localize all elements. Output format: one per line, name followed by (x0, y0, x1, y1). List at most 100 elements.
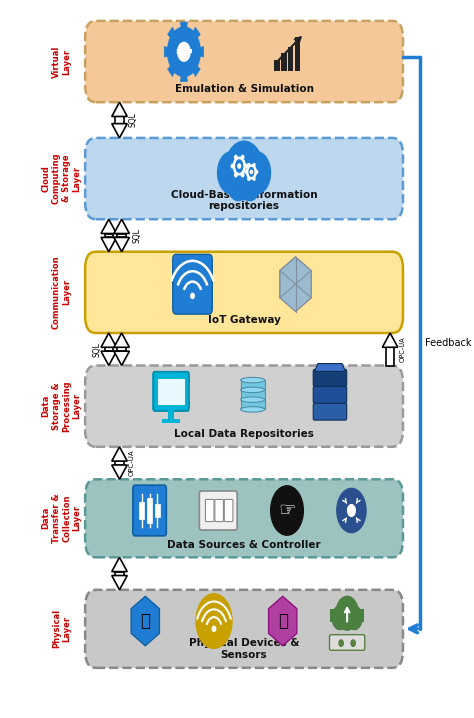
Text: SQL: SQL (129, 113, 138, 128)
FancyBboxPatch shape (153, 372, 189, 411)
Circle shape (337, 488, 366, 533)
Circle shape (339, 640, 343, 646)
Text: 🦾: 🦾 (140, 612, 150, 630)
Circle shape (346, 606, 362, 630)
FancyBboxPatch shape (215, 500, 223, 521)
Polygon shape (280, 257, 311, 312)
Circle shape (332, 606, 348, 630)
FancyBboxPatch shape (313, 369, 346, 386)
Polygon shape (112, 557, 127, 572)
FancyBboxPatch shape (200, 491, 237, 530)
Bar (162, 419, 181, 423)
Text: Emulation & Simulation: Emulation & Simulation (174, 85, 314, 94)
FancyBboxPatch shape (313, 404, 346, 420)
Circle shape (271, 486, 303, 535)
Circle shape (239, 169, 261, 200)
Circle shape (256, 170, 258, 173)
Polygon shape (118, 233, 126, 238)
Polygon shape (101, 238, 117, 252)
Circle shape (245, 164, 247, 168)
Polygon shape (114, 333, 129, 348)
Circle shape (228, 169, 249, 200)
Polygon shape (181, 22, 187, 31)
Polygon shape (115, 572, 124, 576)
Polygon shape (114, 238, 129, 252)
Circle shape (248, 164, 250, 167)
Polygon shape (192, 64, 200, 77)
Circle shape (238, 164, 241, 168)
Polygon shape (118, 348, 126, 351)
Circle shape (243, 151, 271, 194)
Text: Data
Transfer &
Collection
Layer: Data Transfer & Collection Layer (41, 493, 82, 543)
Text: SQL: SQL (132, 228, 141, 243)
FancyBboxPatch shape (85, 138, 403, 219)
Text: IoT Gateway: IoT Gateway (208, 315, 281, 325)
Text: Local Data Repositories: Local Data Repositories (174, 429, 314, 439)
Polygon shape (114, 219, 129, 233)
Bar (157, 379, 184, 405)
Text: Data Sources & Controller: Data Sources & Controller (167, 539, 321, 549)
Bar (155, 504, 160, 517)
Polygon shape (269, 597, 297, 645)
Polygon shape (104, 348, 113, 351)
FancyBboxPatch shape (85, 365, 403, 447)
FancyBboxPatch shape (313, 386, 346, 404)
Circle shape (191, 294, 194, 299)
FancyBboxPatch shape (85, 252, 403, 333)
Polygon shape (112, 102, 127, 116)
Polygon shape (198, 47, 203, 57)
Text: Physical
Layer: Physical Layer (52, 610, 71, 648)
Polygon shape (115, 461, 124, 465)
Text: Feedback: Feedback (425, 338, 472, 348)
FancyBboxPatch shape (205, 500, 214, 521)
Bar (168, 407, 173, 421)
Text: Physical Devices &
Sensors: Physical Devices & Sensors (189, 638, 299, 660)
Circle shape (241, 173, 244, 177)
Polygon shape (101, 333, 117, 348)
FancyBboxPatch shape (224, 500, 233, 521)
Polygon shape (192, 27, 200, 39)
FancyBboxPatch shape (85, 21, 403, 102)
Circle shape (168, 27, 200, 77)
Ellipse shape (241, 397, 264, 402)
Bar (295, 37, 301, 71)
Bar (330, 609, 365, 623)
Polygon shape (112, 447, 127, 461)
FancyBboxPatch shape (329, 635, 365, 651)
Circle shape (336, 597, 358, 630)
Polygon shape (383, 333, 398, 348)
Polygon shape (280, 257, 296, 298)
Text: Virtual
Layer: Virtual Layer (52, 45, 71, 78)
Text: Communication
Layer: Communication Layer (52, 256, 71, 329)
Polygon shape (112, 465, 127, 480)
Circle shape (235, 173, 237, 177)
Text: ☞: ☞ (278, 501, 296, 520)
Polygon shape (115, 116, 124, 123)
Text: OPC-UA: OPC-UA (400, 337, 406, 362)
Circle shape (196, 594, 232, 648)
Text: SQL: SQL (93, 342, 102, 357)
Text: SIEM: SIEM (175, 50, 193, 55)
Bar (281, 53, 287, 71)
Ellipse shape (241, 406, 264, 412)
Text: Cloud
Computing
& Storage
Layer: Cloud Computing & Storage Layer (41, 153, 82, 205)
Circle shape (250, 170, 253, 174)
Bar (241, 380, 264, 409)
Polygon shape (181, 73, 187, 81)
Ellipse shape (241, 387, 264, 393)
Polygon shape (114, 351, 129, 365)
Circle shape (225, 141, 264, 200)
Polygon shape (131, 597, 159, 645)
Polygon shape (104, 233, 113, 238)
Circle shape (245, 170, 247, 173)
FancyBboxPatch shape (85, 480, 403, 557)
Bar (274, 60, 280, 71)
Circle shape (178, 42, 190, 61)
Ellipse shape (241, 378, 264, 383)
Polygon shape (168, 27, 176, 39)
Circle shape (253, 177, 255, 180)
Polygon shape (101, 219, 117, 233)
FancyBboxPatch shape (133, 485, 166, 536)
Polygon shape (112, 123, 127, 138)
Circle shape (218, 151, 246, 194)
